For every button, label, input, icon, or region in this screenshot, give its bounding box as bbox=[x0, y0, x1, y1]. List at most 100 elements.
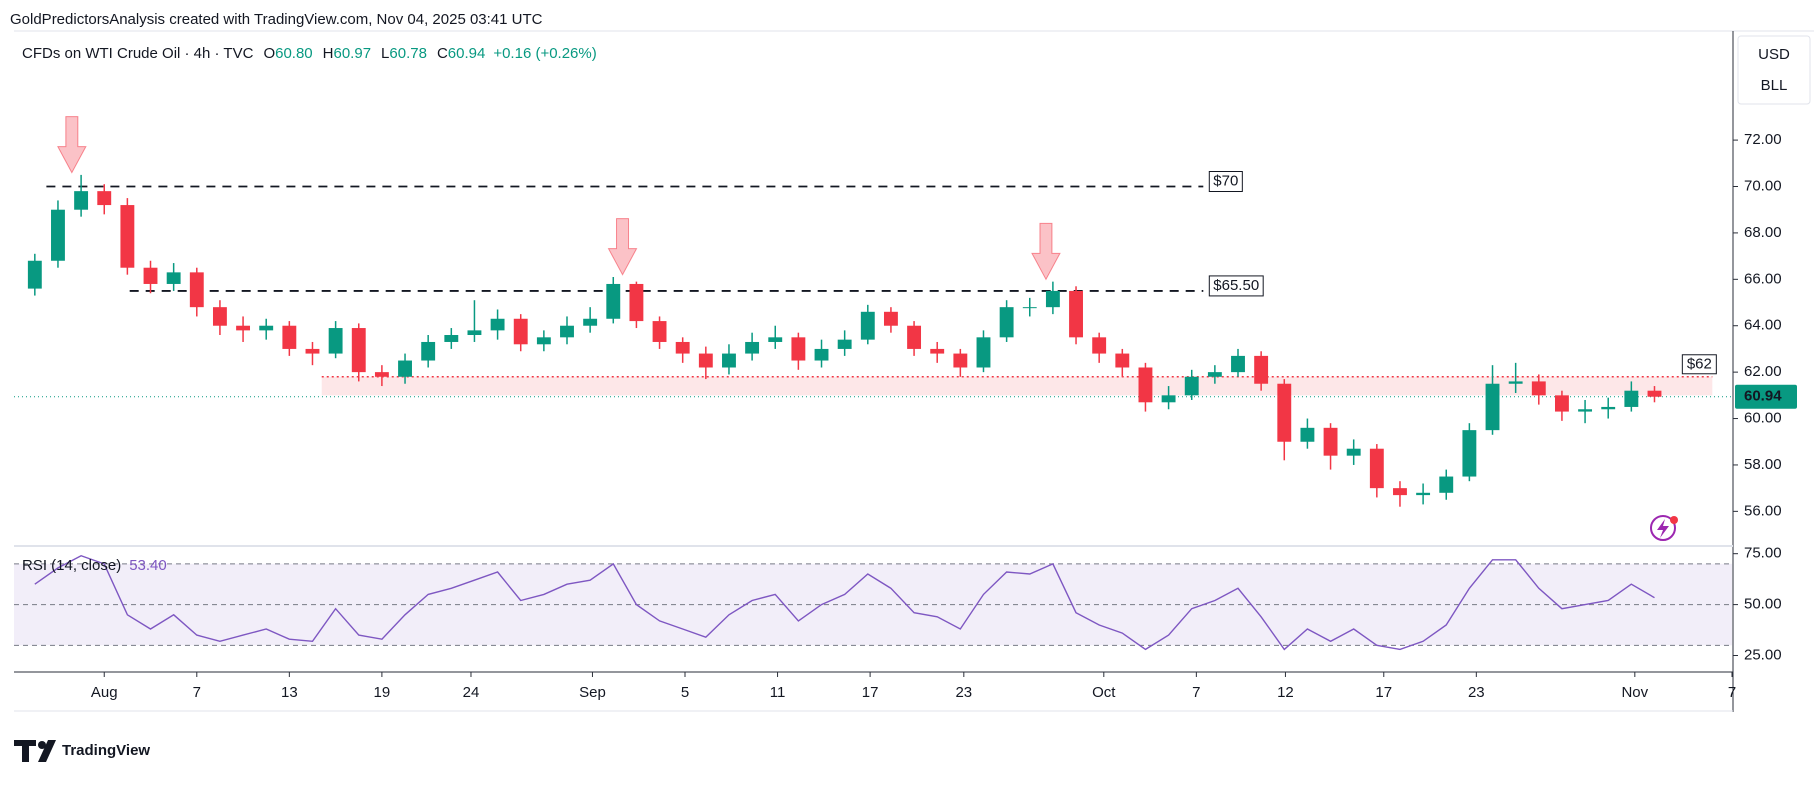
level-label-box bbox=[1208, 171, 1243, 193]
change: +0.16 (+0.26%) bbox=[493, 45, 596, 62]
candle-body bbox=[1485, 383, 1500, 431]
rsi-legend: RSI (14, close) 53.40 bbox=[22, 557, 167, 574]
candle-body bbox=[1323, 427, 1338, 456]
candle-body bbox=[328, 328, 343, 354]
ohlc-key: O bbox=[263, 45, 275, 62]
x-tick-label: Nov bbox=[1621, 684, 1648, 701]
candle-body bbox=[51, 209, 65, 261]
candle-body bbox=[398, 360, 412, 377]
x-tick-label: 5 bbox=[681, 684, 689, 701]
candle-body bbox=[166, 272, 181, 284]
level-label: $65.50 bbox=[1213, 277, 1259, 294]
last-price-label: 60.94 bbox=[1744, 388, 1782, 405]
candle-body bbox=[1647, 390, 1662, 397]
level-label: $70 bbox=[1213, 172, 1238, 189]
candle-body bbox=[467, 330, 482, 336]
x-tick-label: 12 bbox=[1277, 684, 1294, 701]
symbol: CFDs on WTI Crude Oil · 4h · TVC bbox=[22, 45, 254, 62]
rsi-tick-label: 75.00 bbox=[1744, 545, 1782, 562]
resistance-zone bbox=[321, 376, 1713, 396]
candle-body bbox=[1462, 430, 1477, 477]
candle-body bbox=[652, 321, 667, 342]
x-tick-label: Sep bbox=[579, 684, 606, 701]
candle-body bbox=[675, 341, 690, 354]
candle-body bbox=[189, 272, 204, 308]
candle-body bbox=[444, 335, 459, 342]
candle-body bbox=[722, 353, 736, 368]
level-label-box bbox=[1208, 275, 1264, 297]
candle-body bbox=[1069, 290, 1083, 338]
x-tick-label: Oct bbox=[1092, 684, 1116, 701]
rsi-value: 53.40 bbox=[129, 557, 167, 574]
candle-body bbox=[1369, 448, 1384, 489]
zone-label-box bbox=[1681, 354, 1717, 375]
y-tick-label: 62.00 bbox=[1744, 363, 1782, 380]
candle-body bbox=[629, 283, 644, 322]
candle-body bbox=[282, 325, 297, 349]
candle-body bbox=[1601, 406, 1616, 410]
peak-arrow bbox=[57, 116, 87, 174]
candle-body bbox=[976, 337, 991, 368]
y-tick-label: 58.00 bbox=[1744, 456, 1782, 473]
alert-icon bbox=[1650, 515, 1678, 541]
x-tick-label: 23 bbox=[1468, 684, 1485, 701]
candle-body bbox=[560, 325, 574, 338]
zone-label: $62 bbox=[1687, 356, 1712, 373]
ohlc-value: 60.80 bbox=[275, 45, 313, 62]
candle-body bbox=[907, 325, 922, 349]
currency: USD bbox=[1758, 46, 1790, 63]
candle-body bbox=[27, 260, 42, 289]
candle-body bbox=[930, 348, 945, 354]
candle-body bbox=[583, 318, 598, 326]
candle-body bbox=[1254, 355, 1269, 384]
brand-logo bbox=[14, 740, 56, 762]
y-tick-label: 56.00 bbox=[1744, 502, 1782, 519]
x-tick-label: 17 bbox=[1375, 684, 1392, 701]
brand-name: TradingView bbox=[62, 742, 150, 759]
y-tick-label: 60.00 bbox=[1744, 410, 1782, 427]
legend: CFDs on WTI Crude Oil · 4h · TVC O60.80 H6… bbox=[22, 45, 597, 62]
candle-body bbox=[305, 348, 320, 354]
x-tick-label: 7 bbox=[1192, 684, 1200, 701]
y-tick-label: 68.00 bbox=[1744, 224, 1782, 241]
x-tick-label: 7 bbox=[1728, 684, 1736, 701]
x-tick-label: 19 bbox=[374, 684, 391, 701]
x-tick-label: Aug bbox=[91, 684, 118, 701]
candle-body bbox=[490, 318, 505, 331]
candle-body bbox=[1416, 492, 1431, 496]
candle-body bbox=[1393, 488, 1407, 496]
candle-body bbox=[953, 353, 968, 368]
candle-body bbox=[1045, 290, 1060, 308]
candle-body bbox=[1022, 307, 1037, 309]
unit: BLL bbox=[1761, 77, 1788, 94]
x-tick-label: 11 bbox=[770, 684, 786, 701]
chart-title: GoldPredictorsAnalysis created with Trad… bbox=[10, 11, 543, 28]
candle-body bbox=[74, 191, 89, 210]
candle-body bbox=[606, 283, 621, 319]
x-tick-label: 13 bbox=[281, 684, 298, 701]
candle-body bbox=[1346, 448, 1361, 456]
candle-body bbox=[513, 318, 528, 345]
candle-body bbox=[120, 205, 135, 268]
candle-body bbox=[1231, 355, 1245, 373]
x-tick-label: 23 bbox=[955, 684, 972, 701]
candle-body bbox=[236, 325, 251, 331]
candle-body bbox=[1092, 337, 1107, 354]
candle-body bbox=[768, 337, 783, 342]
ohlc-value: 60.78 bbox=[389, 45, 427, 62]
peak-arrow bbox=[1031, 222, 1061, 281]
candle-body bbox=[143, 267, 158, 284]
rsi-name: RSI (14, close) bbox=[22, 557, 121, 574]
x-tick-label: 24 bbox=[463, 684, 480, 701]
candle-body bbox=[1277, 383, 1292, 442]
unit-box bbox=[1737, 35, 1811, 105]
candle-body bbox=[1115, 353, 1130, 368]
candle-body bbox=[837, 339, 852, 349]
candle-body bbox=[1300, 427, 1315, 442]
candle-body bbox=[1207, 372, 1222, 377]
candle-body bbox=[1554, 395, 1569, 412]
rsi-tick-label: 25.00 bbox=[1744, 646, 1782, 663]
